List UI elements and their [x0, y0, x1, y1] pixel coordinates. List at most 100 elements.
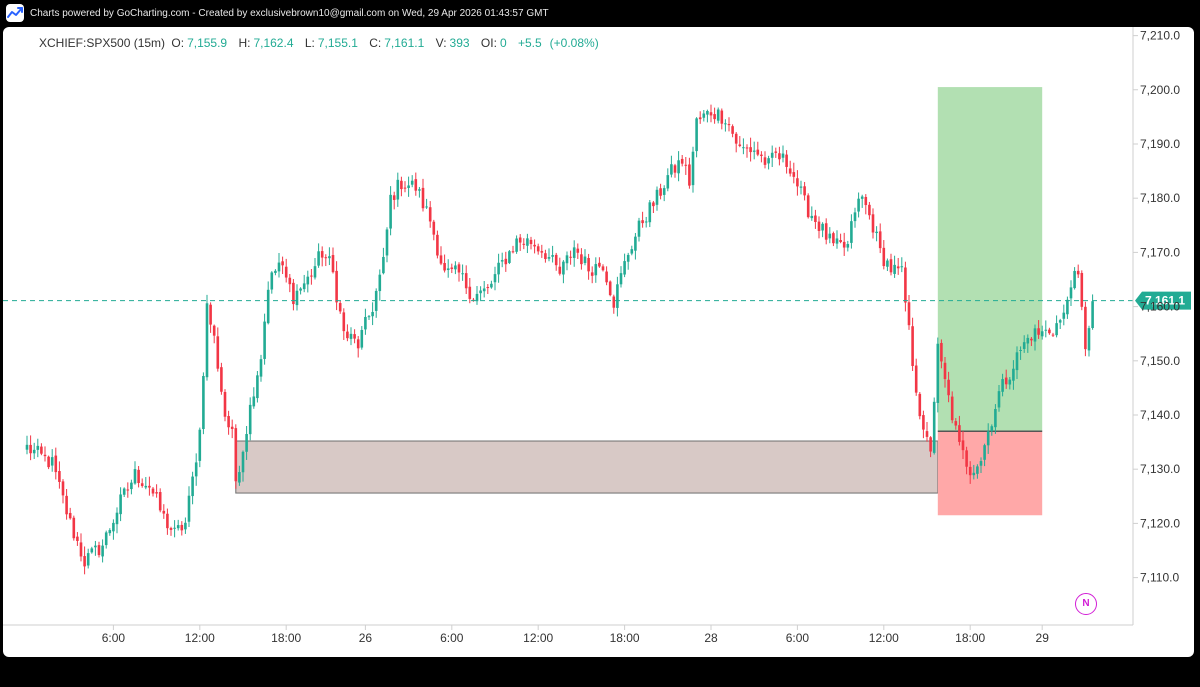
candle-body: [979, 461, 983, 466]
candle-body: [565, 255, 569, 264]
candle-body: [292, 282, 295, 305]
candle-body: [446, 268, 450, 271]
candle-body: [655, 189, 659, 205]
candle-body: [670, 164, 673, 175]
candle-body: [896, 266, 900, 269]
candle-body: [90, 548, 94, 553]
candle-body: [32, 449, 36, 454]
candle-body: [684, 164, 688, 166]
candle-body: [508, 251, 511, 263]
low-value: 7,155.1: [317, 36, 358, 50]
candle-body: [904, 267, 907, 303]
candle-body: [497, 262, 500, 275]
volume-value: 393: [449, 36, 470, 50]
candle-body: [835, 238, 839, 244]
indicator-badge-n[interactable]: N: [1075, 593, 1097, 615]
candle-body: [756, 149, 760, 155]
candle-body: [853, 212, 857, 222]
candle-body: [342, 312, 346, 332]
candle-body: [490, 283, 493, 288]
symbol-label: XCHIEF:SPX500 (15m): [39, 36, 166, 50]
candle-body: [166, 513, 169, 529]
candle-body: [1004, 377, 1008, 385]
candle-body: [860, 196, 864, 199]
candle-body: [698, 117, 702, 120]
candle-body: [986, 431, 990, 446]
candle-body: [587, 257, 590, 272]
candle-body: [551, 255, 554, 257]
candle-body: [227, 416, 230, 428]
y-tick-label: 7,180.0: [1140, 191, 1180, 205]
candle-body: [119, 494, 122, 515]
candle-body: [652, 202, 655, 207]
candle-body: [781, 153, 785, 158]
candle-body: [1055, 323, 1058, 336]
candle-body: [583, 256, 587, 264]
candlestick-chart[interactable]: 7,161.1 7,210.0 7,200.0 7,190.0 7,180.0 7,17…: [3, 27, 1194, 657]
candle-body: [479, 290, 482, 294]
candle-body: [176, 525, 180, 529]
candle-body: [554, 254, 558, 266]
y-tick-label: 7,190.0: [1140, 137, 1180, 151]
candle-body: [677, 160, 680, 174]
y-tick-label: 7,200.0: [1140, 83, 1180, 97]
candle-body: [274, 270, 277, 273]
candle-body: [115, 512, 119, 525]
volume-label: V:: [435, 36, 447, 50]
candle-body: [990, 426, 994, 432]
candle-body: [385, 229, 389, 256]
candle-body: [288, 277, 292, 285]
candle-body: [457, 264, 461, 273]
candle-body: [101, 545, 104, 557]
candle-body: [158, 492, 162, 511]
candle-body: [1058, 320, 1062, 323]
candle-body: [950, 396, 954, 421]
candle-body: [184, 522, 187, 530]
candle-body: [796, 178, 799, 187]
candle-body: [882, 247, 886, 267]
candle-body: [929, 437, 932, 452]
candle-body: [540, 251, 544, 253]
x-tick-label: 29: [1036, 631, 1050, 645]
last-price-label: 7,161.1: [1145, 294, 1185, 308]
candle-body: [688, 164, 691, 186]
candle-body: [407, 185, 410, 188]
candle-body: [281, 261, 284, 266]
candle-body: [1062, 312, 1066, 319]
candle-body: [648, 202, 652, 223]
candle-body: [533, 244, 536, 247]
candle-body: [673, 165, 677, 173]
candle-body: [572, 247, 576, 258]
candle-body: [198, 429, 202, 461]
candle-body: [263, 321, 266, 359]
candle-body: [216, 336, 220, 369]
candle-body: [324, 257, 328, 259]
candle-body: [245, 434, 248, 452]
candle-body: [911, 326, 914, 366]
candle-body: [814, 215, 817, 222]
candle-body: [331, 255, 335, 273]
chart-panel[interactable]: 7,161.1 7,210.0 7,200.0 7,190.0 7,180.0 7,17…: [3, 27, 1194, 657]
candle-body: [1022, 342, 1026, 349]
candle-body: [43, 454, 47, 457]
candle-body: [518, 237, 522, 243]
candle-body: [961, 440, 965, 451]
candle-body: [504, 258, 508, 265]
candle-body: [338, 303, 342, 312]
candle-body: [594, 264, 598, 276]
candle-body: [1087, 328, 1091, 351]
candle-body: [47, 456, 50, 468]
candle-body: [36, 445, 40, 450]
candle-body: [954, 421, 958, 426]
candle-body: [846, 244, 850, 248]
candle-body: [277, 262, 281, 272]
candle-body: [328, 256, 331, 259]
candle-body: [562, 261, 565, 275]
candle-body: [94, 545, 97, 548]
candle-body: [1073, 270, 1076, 289]
candle-body: [65, 495, 68, 515]
candle-body: [173, 527, 176, 529]
candle-body: [637, 220, 641, 237]
candle-body: [605, 271, 608, 283]
candle-body: [40, 446, 43, 454]
